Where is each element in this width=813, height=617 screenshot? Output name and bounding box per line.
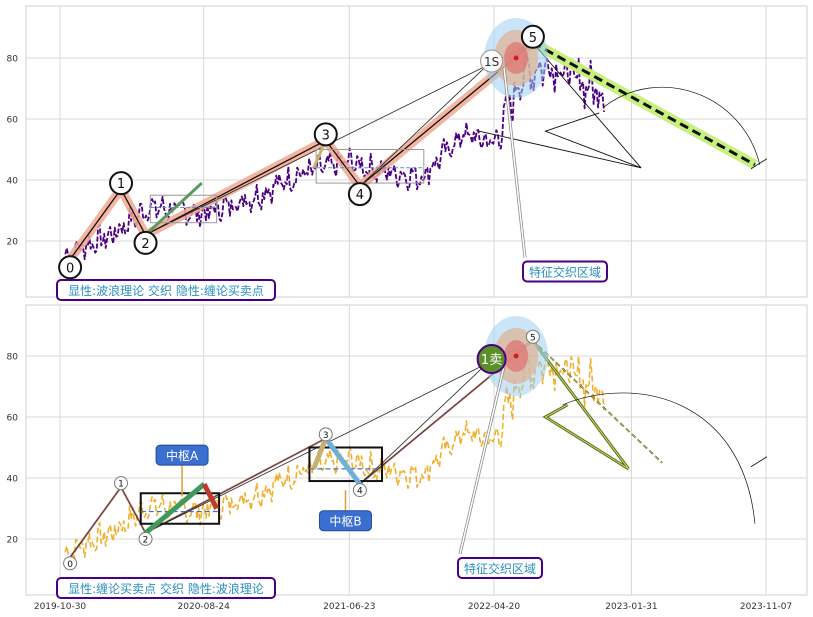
wave-point-marker [347,182,372,207]
annotation-arrow-inner [459,365,505,555]
wave-point-label: 3 [322,128,330,143]
pivot-box [139,492,221,525]
abc-projection [532,42,642,169]
pivot-label-box [318,510,372,532]
y-tick-label: 20 [7,536,19,546]
annotation-text: 特征交织区域 [529,265,601,280]
sell-marker-label: 1S [484,55,499,69]
y-tick-label: 60 [7,116,19,126]
wave-point-label: 4 [356,188,364,203]
wave-point-label: 2 [143,535,149,545]
sell-marker [479,49,504,73]
plot-frame [25,304,808,596]
wave-point-label: 5 [529,31,537,46]
interweave-center [513,353,519,359]
annotation-text: 特征交织区域 [464,561,536,576]
wave-point-marker [114,476,129,491]
stroke-segment [143,482,206,535]
wave-point-label: 0 [66,261,74,276]
wave-point-marker [109,171,134,196]
wave-line [69,42,534,260]
wave-point-marker [58,255,83,280]
abc-projection-inner [532,340,629,470]
pivot-label-box [155,444,209,466]
y-tick-label: 80 [7,353,19,363]
x-tick-label: 2020-08-24 [178,602,231,612]
wave-point-marker [520,24,545,49]
sell-marker [476,344,507,375]
interweave-center [513,55,519,61]
wave-point-label: 1 [117,177,125,192]
pivot-box [315,149,425,184]
legend-text: 显性:波浪理论 交织 隐性:缠论买卖点 [68,283,264,298]
pivot-label: 中枢B [329,514,361,529]
wave-point-marker [313,122,338,147]
x-tick-label: 2023-11-07 [740,602,792,612]
x-tick-label: 2021-06-23 [323,602,375,612]
stroke-segment [201,482,219,510]
top-panel: 20 40 60 80 特征交织区域 0 1 2 3 4 5 1S 显性:波浪理论 交织 隐性:缠论买卖… [7,5,808,301]
forecast-line [532,41,756,167]
legend-text: 显性:缠论买卖点 交织 隐性:波浪理论 [68,581,264,596]
wave-point-marker [318,427,333,442]
stroke-segment [144,181,203,237]
y-tick-label: 40 [7,177,19,187]
wave-point-marker [138,531,153,546]
x-tick-label: 2022-04-20 [468,602,521,612]
stroke-segment [311,437,329,470]
x-tick-label: 2019-10-30 [34,602,87,612]
wave-point-marker [352,483,367,498]
annotation-box [457,556,543,579]
pivot-box [308,446,384,483]
arc-tick [750,456,768,468]
abc-projection [478,130,642,169]
pivot-box [149,194,218,224]
wave-point-label: 3 [323,431,329,441]
arc-tick [750,158,768,170]
annotation-arrow-inner [503,67,526,258]
legend-box [56,577,276,599]
wave-point-label: 4 [357,487,363,497]
wave-point-label: 2 [141,237,149,252]
channel-line [359,60,492,187]
x-tick-label: 2023-01-31 [605,602,657,612]
plot-frame [25,5,808,298]
legend-box [56,279,276,301]
wave-point-label: 0 [67,560,73,570]
channel-line [145,42,534,236]
wave-point-marker [525,329,540,344]
y-tick-label: 60 [7,414,19,424]
y-tick-label: 20 [7,238,19,248]
wave-point-marker [63,556,78,571]
wave-line [69,340,534,558]
y-tick-label: 40 [7,475,19,485]
y-tick-label: 80 [7,55,19,65]
forecast-line-inner [532,340,663,464]
sell-marker-label: 1卖 [481,353,502,368]
wave-point-marker [133,230,158,255]
pivot-label: 中枢A [166,448,199,463]
wave-point-label: 5 [530,333,536,343]
time-arc [603,86,761,165]
wave-point-label: 1 [118,480,124,490]
annotation-box [522,260,608,283]
stroke-segment [323,436,362,486]
time-arc [562,392,756,524]
